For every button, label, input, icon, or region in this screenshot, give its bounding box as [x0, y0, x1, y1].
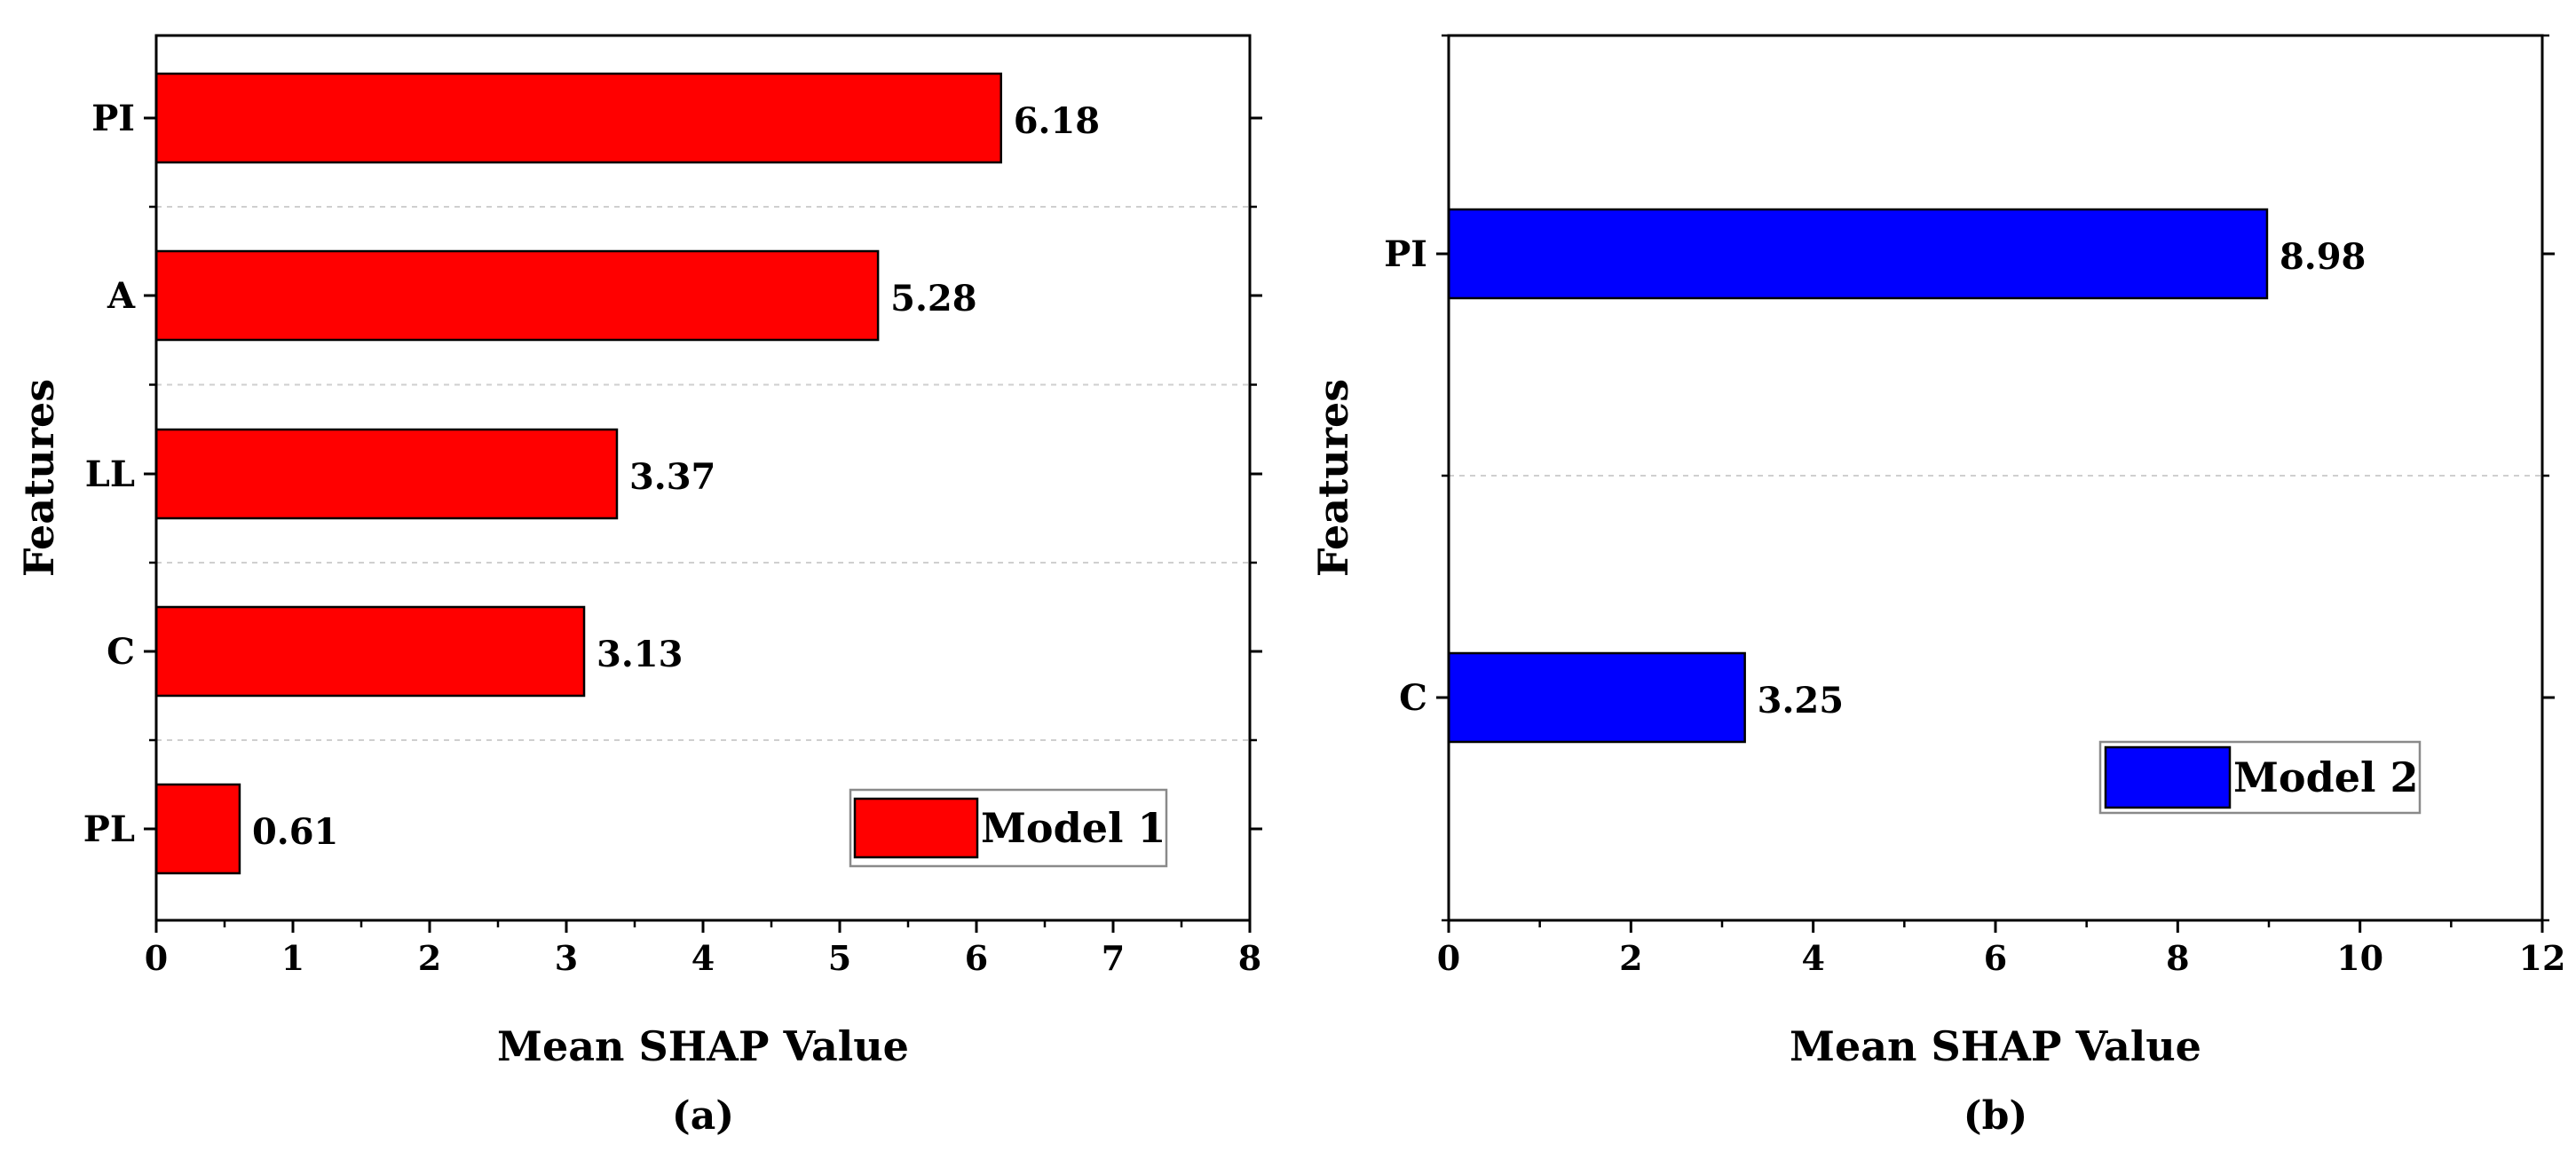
bar-pi	[1447, 208, 2269, 300]
data-label: 8.98	[2280, 236, 2366, 278]
x-tick-label: 7	[1102, 938, 1125, 978]
x-tick-label: 0	[145, 938, 168, 978]
y-tick-label: PI	[1384, 233, 1427, 275]
x-tick-label: 1	[281, 938, 304, 978]
bar-c	[1447, 651, 1746, 744]
chart-panel-b: 8.98 3.25 PI C 0 2 4 6 8 10 12 Mean SHAP Value Featu…	[1309, 34, 2566, 1139]
y-tick-label: PL	[83, 808, 135, 850]
y-axis-title: Features	[15, 379, 63, 577]
x-axis-title: Mean SHAP Value	[497, 1022, 909, 1070]
bar-pl	[154, 783, 241, 875]
legend: Model 1	[849, 788, 1168, 868]
data-label: 3.37	[629, 456, 715, 498]
legend-swatch	[853, 797, 979, 859]
data-label: 6.18	[1014, 100, 1100, 142]
legend-swatch	[2104, 745, 2232, 809]
x-tick-label: 4	[1801, 938, 1824, 978]
bar-ll	[154, 428, 619, 520]
x-tick-label: 0	[1437, 938, 1460, 978]
x-tick-label: 6	[1984, 938, 2007, 978]
x-tick-label: 5	[828, 938, 851, 978]
legend: Model 2	[2098, 740, 2422, 815]
bar-pi	[154, 72, 1002, 164]
x-tick-label: 4	[691, 938, 715, 978]
x-tick-label: 3	[555, 938, 578, 978]
bar-a	[154, 249, 880, 342]
y-tick-label: C	[1399, 677, 1427, 719]
x-tick-label: 8	[2166, 938, 2189, 978]
bar-c	[154, 605, 586, 698]
data-label: 5.28	[890, 278, 976, 319]
y-tick-label: A	[107, 275, 136, 317]
panel-label: (a)	[672, 1093, 734, 1139]
y-tick-label: C	[107, 631, 135, 673]
legend-label: Model 1	[981, 804, 1166, 852]
x-tick-label: 8	[1238, 938, 1261, 978]
data-label: 3.25	[1758, 680, 1844, 721]
x-axis-title: Mean SHAP Value	[1790, 1022, 2201, 1070]
x-tick-label: 12	[2519, 938, 2566, 978]
data-label: 3.13	[597, 634, 683, 675]
x-tick-label: 6	[965, 938, 988, 978]
panel-label: (b)	[1964, 1093, 2027, 1139]
data-label: 0.61	[252, 811, 338, 853]
x-tick-label: 10	[2336, 938, 2383, 978]
y-tick-label: LL	[85, 453, 135, 495]
x-tick-label: 2	[1619, 938, 1642, 978]
y-axis-title: Features	[1309, 379, 1357, 577]
legend-label: Model 2	[2233, 753, 2419, 801]
x-tick-label: 2	[418, 938, 441, 978]
y-tick-label: PI	[91, 98, 135, 139]
chart-panel-a: 6.18 5.28 3.37 3.13 0.61 PI A LL C PL 0 1 2 3 4 5 6 7 8 Mea…	[15, 34, 1262, 1139]
